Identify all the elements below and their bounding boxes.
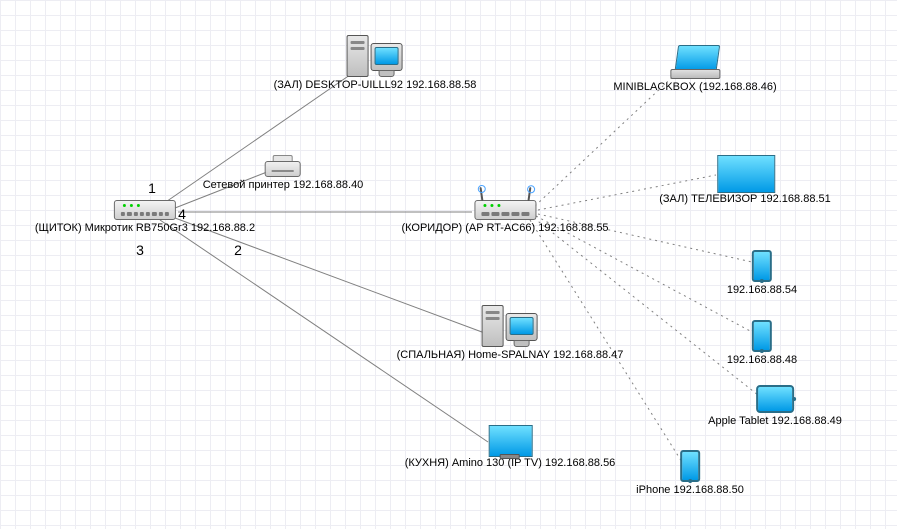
node-iptv[interactable]: (КУХНЯ) Amino 130 (IP TV) 192.168.88.56 — [405, 425, 616, 469]
node-label: iPhone 192.168.88.50 — [636, 484, 744, 496]
node-pc-spal[interactable]: (СПАЛЬНАЯ) Home-SPALNAY 192.168.88.47 — [397, 305, 624, 361]
node-label: Apple Tablet 192.168.88.49 — [708, 415, 842, 427]
node-printer[interactable]: Сетевой принтер 192.168.88.40 — [203, 155, 364, 191]
node-tv[interactable]: (ЗАЛ) ТЕЛЕВИЗОР 192.168.88.51 — [659, 155, 831, 205]
tablet-icon — [756, 385, 794, 413]
node-phone-54[interactable]: 192.168.88.54 — [727, 250, 797, 296]
desktop-icon — [347, 35, 403, 77]
node-label: 192.168.88.54 — [727, 284, 797, 296]
node-label: 192.168.88.48 — [727, 354, 797, 366]
port-label-1: 1 — [148, 180, 156, 196]
node-label: (ЗАЛ) ТЕЛЕВИЗОР 192.168.88.51 — [659, 193, 831, 205]
switch-icon — [114, 200, 176, 220]
node-tablet[interactable]: Apple Tablet 192.168.88.49 — [708, 385, 842, 427]
phone-icon — [680, 450, 700, 482]
node-pc-zal[interactable]: (ЗАЛ) DESKTOP-UILLL92 192.168.88.58 — [274, 35, 477, 91]
phone-icon — [752, 320, 772, 352]
node-laptop[interactable]: MINIBLACKBOX (192.168.88.46) — [613, 45, 776, 93]
phone-icon — [752, 250, 772, 282]
ap-icon — [474, 200, 536, 220]
node-label: MINIBLACKBOX (192.168.88.46) — [613, 81, 776, 93]
printer-icon — [265, 155, 301, 177]
node-label: (СПАЛЬНАЯ) Home-SPALNAY 192.168.88.47 — [397, 349, 624, 361]
node-label: Сетевой принтер 192.168.88.40 — [203, 179, 364, 191]
node-phone-48[interactable]: 192.168.88.48 — [727, 320, 797, 366]
node-ap[interactable]: (КОРИДОР) (AP RT-AC66) 192.168.88.55 — [401, 200, 608, 234]
node-label: (КОРИДОР) (AP RT-AC66) 192.168.88.55 — [401, 222, 608, 234]
node-router[interactable]: (ЩИТОК) Микротик RB750Gr3 192.168.88.2 — [35, 200, 255, 234]
node-label: (ЗАЛ) DESKTOP-UILLL92 192.168.88.58 — [274, 79, 477, 91]
node-iphone[interactable]: iPhone 192.168.88.50 — [636, 450, 744, 496]
laptop-icon — [670, 45, 720, 79]
port-label-2: 2 — [234, 242, 242, 258]
port-label-3: 3 — [136, 242, 144, 258]
node-label: (ЩИТОК) Микротик RB750Gr3 192.168.88.2 — [35, 222, 255, 234]
monitor-icon — [489, 425, 531, 455]
desktop-icon — [482, 305, 538, 347]
tv-icon — [717, 155, 773, 191]
